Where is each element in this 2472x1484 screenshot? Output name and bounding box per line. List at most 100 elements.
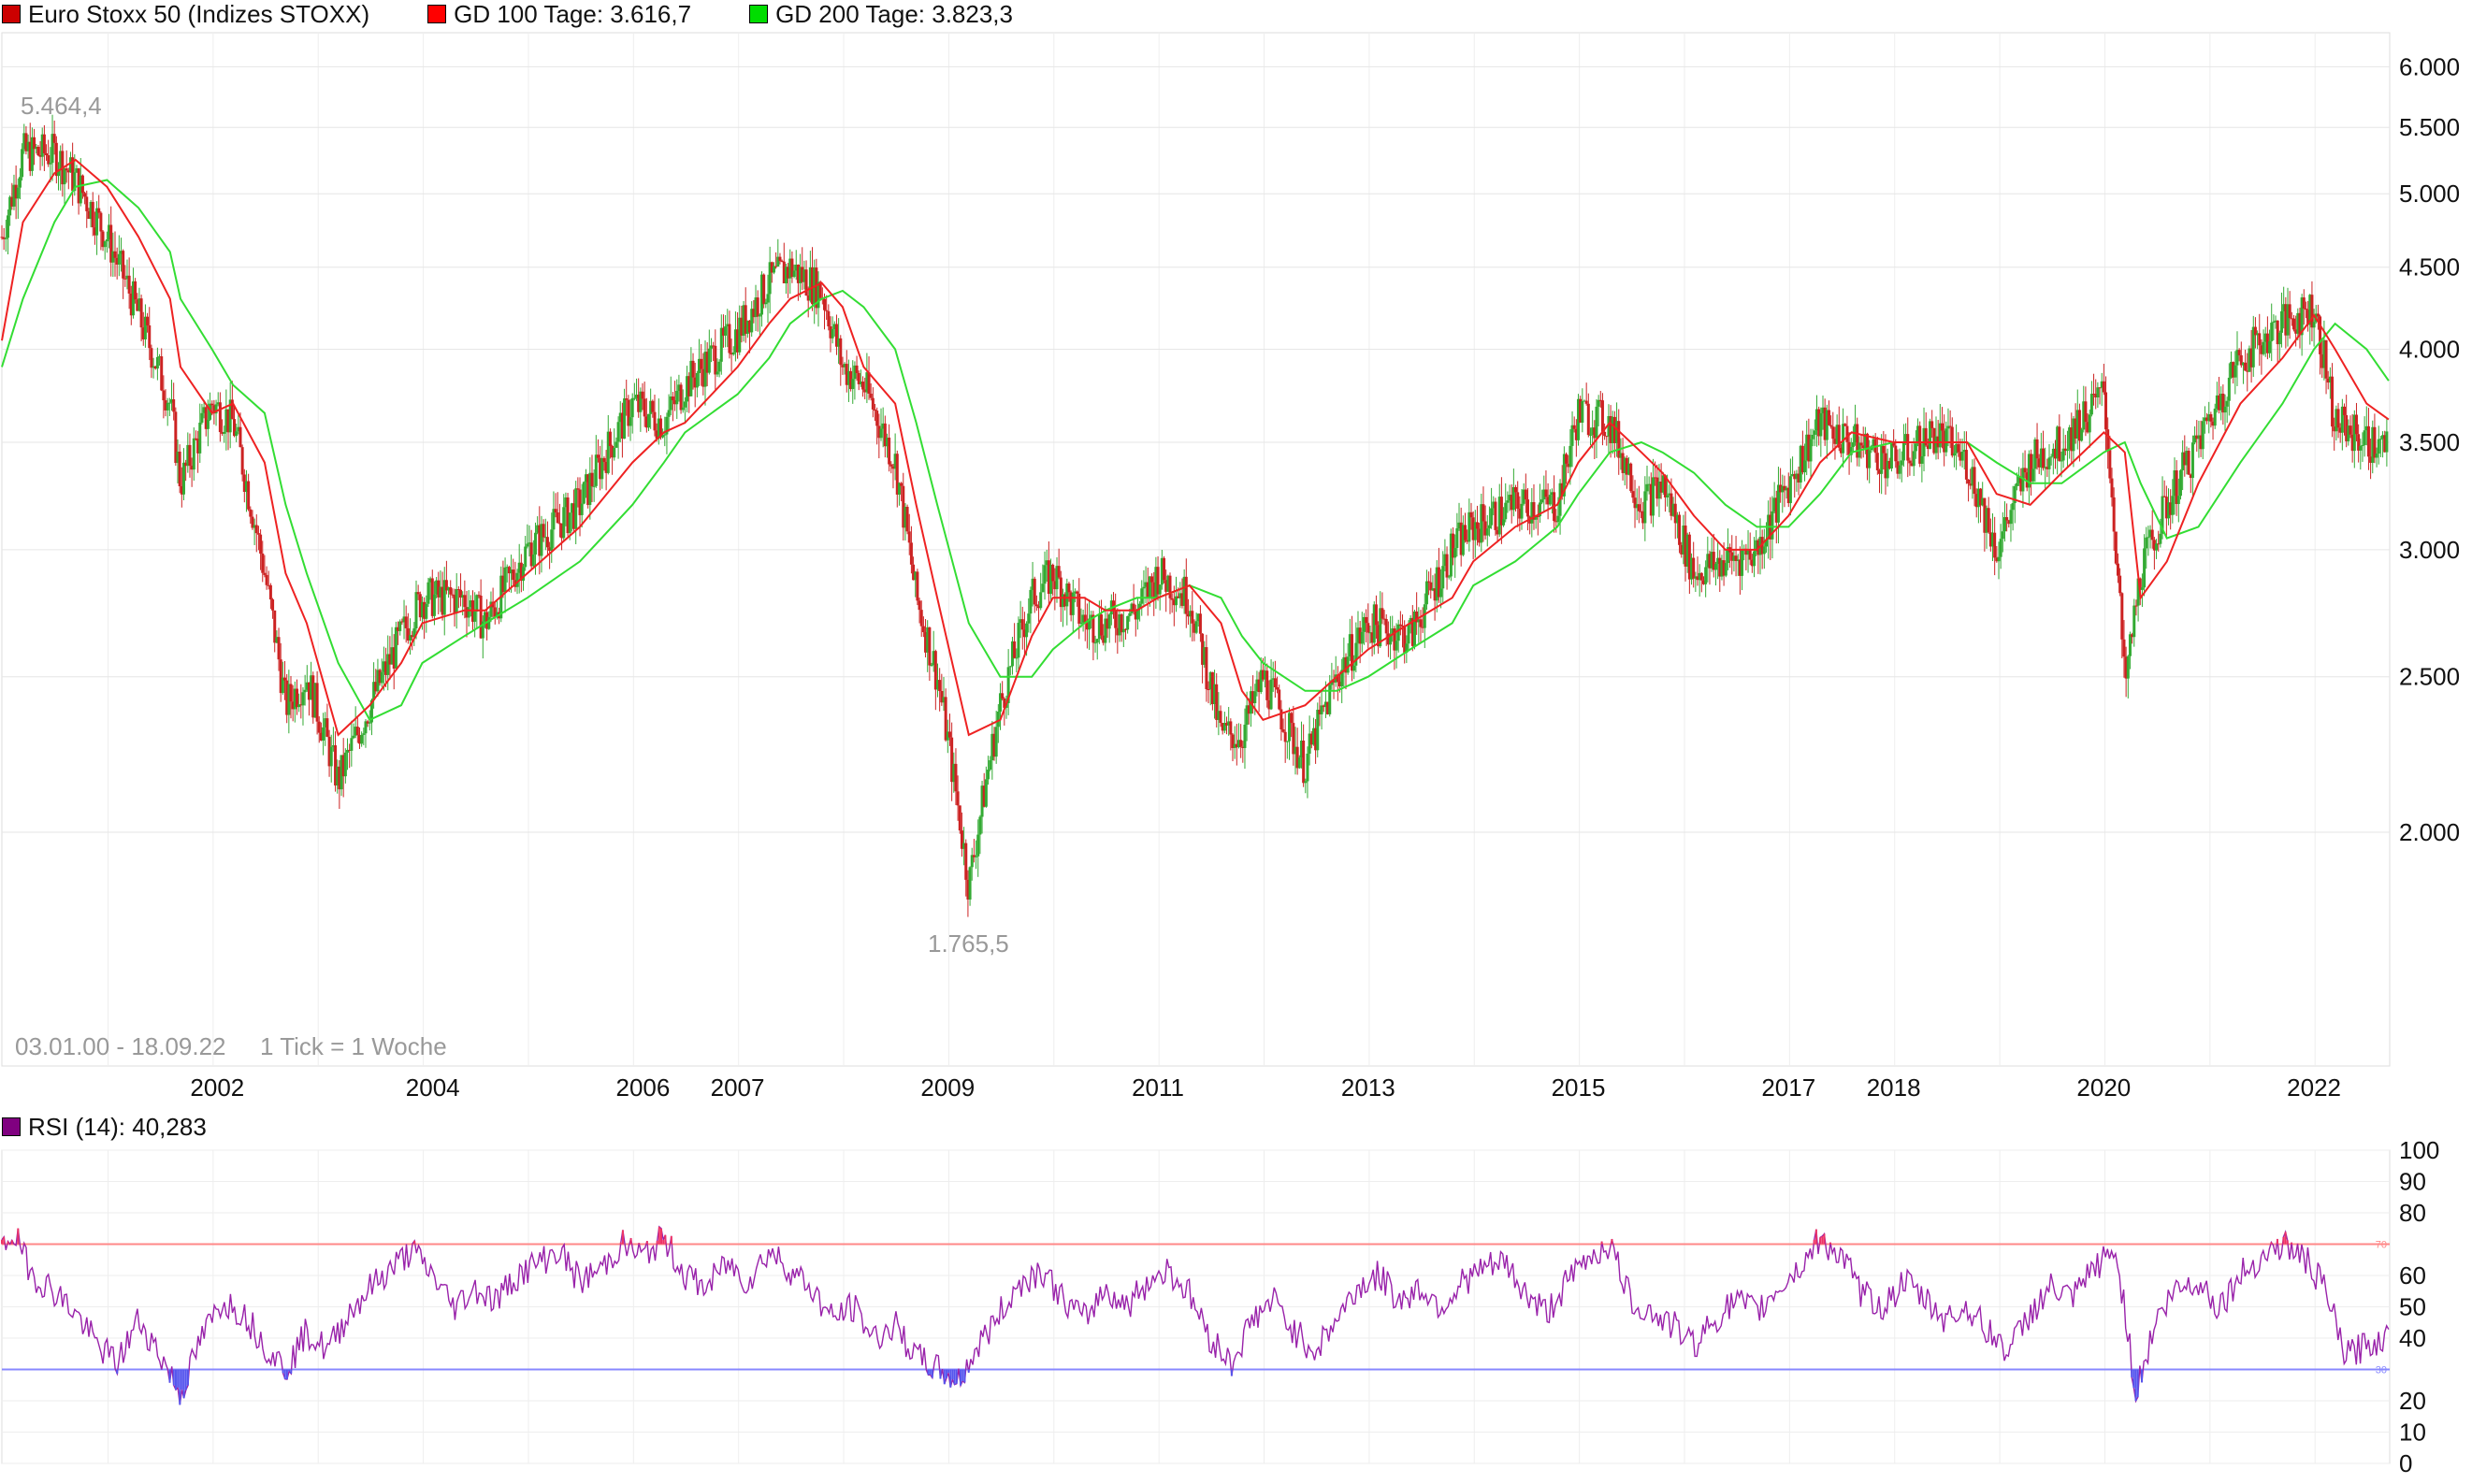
candle-body — [2205, 417, 2209, 422]
candle-body — [2377, 439, 2380, 454]
candle-body — [554, 509, 557, 513]
candle-body — [766, 294, 770, 303]
candle-body — [919, 610, 923, 627]
candle-body — [1365, 616, 1368, 624]
candle-body — [1292, 723, 1295, 755]
candle-body — [503, 567, 507, 593]
candle-body — [2060, 460, 2063, 462]
candle-body — [2183, 452, 2187, 466]
candle-body — [2322, 339, 2326, 368]
candle-body — [849, 370, 853, 390]
candle-body — [293, 688, 296, 710]
candle-body — [705, 352, 709, 373]
candle-body — [542, 524, 545, 538]
candle-body — [277, 637, 281, 660]
candle-body — [101, 231, 105, 248]
candle-body — [1651, 477, 1655, 516]
candle-body — [620, 412, 624, 439]
candle-body — [1716, 557, 1720, 564]
candle-body — [1302, 741, 1306, 784]
candle-body — [1253, 691, 1257, 703]
candle-body — [1067, 584, 1071, 593]
candle-body — [2114, 531, 2118, 564]
candle-body — [604, 461, 608, 473]
candle-body — [1607, 415, 1611, 437]
candle-body — [346, 749, 350, 753]
candle-body — [1455, 527, 1459, 549]
candle-body — [1772, 497, 1776, 511]
candle-body — [268, 584, 272, 600]
candle-body — [14, 184, 18, 199]
candle-body — [2298, 312, 2302, 336]
candle-body — [384, 661, 388, 675]
candle-body — [327, 736, 331, 767]
candle-body — [976, 834, 980, 857]
candle-body — [1991, 532, 1995, 547]
candle-body — [242, 474, 246, 493]
candle-body — [1687, 534, 1691, 580]
candle-body — [942, 697, 946, 703]
candle-body — [1350, 634, 1353, 671]
candle-body — [2009, 510, 2013, 525]
candle-body — [1957, 443, 1960, 453]
candle-body — [984, 779, 988, 807]
candle-body — [226, 409, 230, 433]
candle-body — [689, 360, 693, 396]
candle-body — [263, 572, 267, 575]
candle-body — [141, 327, 145, 339]
candle-body — [2068, 427, 2072, 450]
candle-body — [463, 595, 467, 608]
candle-body — [1800, 445, 1804, 473]
candle-body — [799, 267, 802, 283]
candle-body — [1974, 494, 1978, 508]
axis-layer: 2.000 2.500 3.000 3.500 4.000 4.500 5.000 5.500… — [190, 52, 2460, 1477]
candle-body — [1001, 693, 1005, 699]
candle-body — [437, 580, 441, 598]
price-series-layer — [0, 114, 2390, 917]
candle-body — [1045, 560, 1048, 566]
candle-body — [152, 366, 155, 368]
candle-body — [1377, 625, 1381, 647]
candle-body — [602, 457, 606, 462]
candle-body — [578, 489, 582, 515]
candle-body — [730, 353, 733, 355]
candle-body — [455, 589, 458, 613]
candle-body — [2308, 295, 2312, 325]
candle-body — [2171, 496, 2175, 515]
candle-body — [1354, 642, 1358, 666]
candle-body — [1520, 503, 1524, 519]
candle-body — [762, 274, 766, 305]
candle-body — [1619, 453, 1623, 458]
candle-body — [1577, 398, 1581, 440]
candle-body — [557, 523, 561, 525]
candle-body — [510, 569, 513, 574]
candle-body — [10, 196, 14, 207]
candle-body — [2074, 418, 2077, 439]
candle-body — [1950, 426, 1954, 456]
candle-body — [2237, 350, 2241, 355]
legend-swatch-index — [2, 5, 21, 23]
candle-body — [2159, 533, 2162, 544]
candle-body — [1265, 670, 1269, 700]
rsi-y-tick-label: 10 — [2399, 1419, 2426, 1447]
candle-body — [2300, 297, 2304, 336]
candle-body — [24, 133, 28, 151]
candle-body — [1805, 434, 1809, 461]
candle-body — [1008, 666, 1012, 668]
candle-body — [1910, 463, 1914, 467]
candle-body — [1713, 563, 1717, 570]
candle-body — [113, 251, 117, 258]
candle-body — [1010, 641, 1014, 667]
candle-body — [1918, 425, 1922, 464]
candle-body — [2338, 427, 2342, 433]
candle-body — [108, 224, 111, 240]
candle-body — [1518, 509, 1522, 519]
candle-body — [1112, 600, 1116, 612]
candle-body — [1583, 400, 1586, 402]
candle-body — [1924, 427, 1928, 446]
candle-body — [1352, 665, 1356, 671]
candle-body — [1261, 670, 1265, 680]
candle-body — [404, 616, 408, 628]
candle-body — [1889, 441, 1893, 469]
candle-body — [1821, 407, 1825, 413]
